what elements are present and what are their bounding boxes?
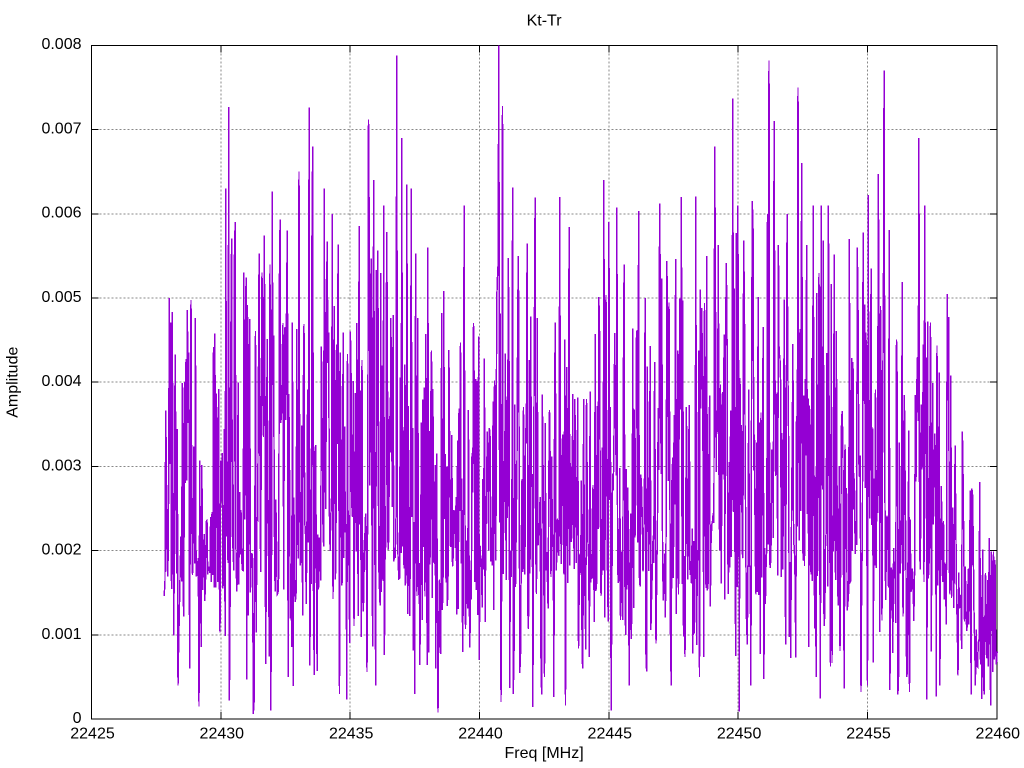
svg-text:22450: 22450 xyxy=(717,726,762,743)
svg-text:22425: 22425 xyxy=(70,726,115,743)
svg-text:0: 0 xyxy=(73,710,82,727)
svg-text:22440: 22440 xyxy=(458,726,503,743)
svg-text:22460: 22460 xyxy=(976,726,1021,743)
svg-text:Freq [MHz]: Freq [MHz] xyxy=(505,745,584,762)
svg-text:Kt-Tr: Kt-Tr xyxy=(527,13,563,30)
svg-text:0.003: 0.003 xyxy=(41,457,81,474)
svg-text:0.008: 0.008 xyxy=(41,36,81,53)
svg-text:22445: 22445 xyxy=(588,726,633,743)
svg-text:22435: 22435 xyxy=(329,726,374,743)
svg-text:0.001: 0.001 xyxy=(41,626,81,643)
svg-text:0.002: 0.002 xyxy=(41,542,81,559)
svg-text:0.006: 0.006 xyxy=(41,205,81,222)
svg-text:0.005: 0.005 xyxy=(41,289,81,306)
svg-text:0.007: 0.007 xyxy=(41,120,81,137)
svg-text:Amplitude: Amplitude xyxy=(5,347,22,418)
svg-text:22430: 22430 xyxy=(200,726,245,743)
svg-text:22455: 22455 xyxy=(846,726,891,743)
svg-text:0.004: 0.004 xyxy=(41,373,81,390)
